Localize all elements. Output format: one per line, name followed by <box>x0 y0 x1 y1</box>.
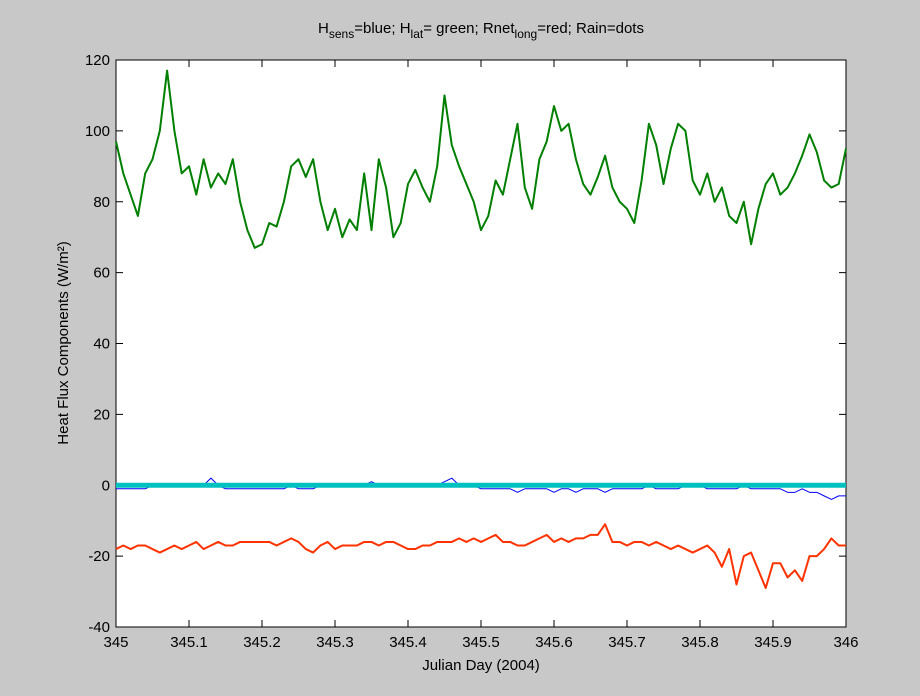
y-tick-label: 100 <box>85 123 110 140</box>
title-subscript: sens <box>329 27 354 41</box>
plot-area <box>115 59 847 628</box>
title-subscript: lat <box>411 27 424 41</box>
x-tick-label: 345.1 <box>170 634 208 651</box>
x-tick-label: 345.2 <box>243 634 281 651</box>
y-tick-label: -40 <box>88 619 110 636</box>
series-line <box>115 523 846 590</box>
y-tick-label: 40 <box>93 336 110 353</box>
x-tick-label: 345 <box>103 634 128 651</box>
x-tick-label: 346 <box>833 634 858 651</box>
y-tick-label: 60 <box>93 265 110 282</box>
series-line <box>115 69 847 249</box>
x-tick-label: 345.6 <box>535 634 573 651</box>
x-tick-label: 345.5 <box>462 634 500 651</box>
y-tick-label: 120 <box>85 52 110 69</box>
title-subscript: long <box>515 27 538 41</box>
y-axis-label: Heat Flux Components (W/m²) <box>55 241 72 444</box>
x-axis-label: Julian Day (2004) <box>422 657 540 674</box>
series-line <box>116 477 846 500</box>
y-tick-label: 0 <box>102 477 110 494</box>
y-tick-label: 80 <box>93 194 110 211</box>
y-tick-label: 20 <box>93 406 110 423</box>
title-text: =red; Rain=dots <box>537 20 644 37</box>
title-text: H <box>318 20 329 37</box>
x-tick-label: 345.9 <box>754 634 792 651</box>
y-tick-label: -20 <box>88 548 110 565</box>
title-text: = green; Rnet <box>423 20 515 37</box>
chart-title: Hsens=blue; Hlat= green; Rnetlong=red; R… <box>318 20 644 41</box>
x-tick-label: 345.8 <box>681 634 719 651</box>
x-tick-label: 345.3 <box>316 634 354 651</box>
x-tick-label: 345.4 <box>389 634 427 651</box>
title-text: =blue; H <box>354 20 410 37</box>
x-tick-label: 345.7 <box>608 634 646 651</box>
